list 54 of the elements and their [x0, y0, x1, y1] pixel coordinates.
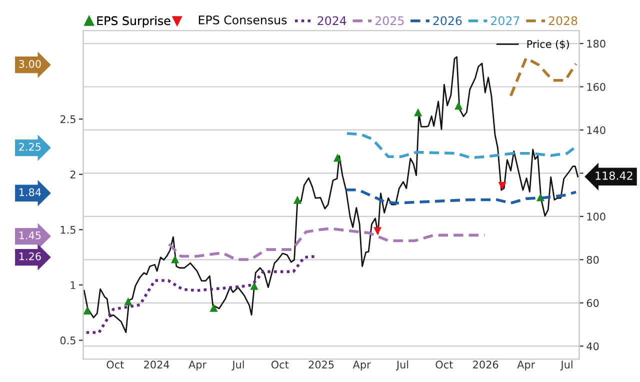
line-series [344, 188, 578, 205]
x-tick-label: Jul [396, 360, 408, 370]
line-series [346, 132, 578, 160]
legend-label: 2026 [433, 16, 462, 26]
y3-tick-label: 1.84 [19, 188, 41, 196]
point [498, 182, 506, 190]
y-tick-label: 0.5 [60, 336, 76, 344]
y-tick-label: 2 [70, 170, 76, 178]
point [293, 196, 302, 204]
y3-tick-label: 2.25 [19, 142, 41, 151]
point [454, 102, 463, 110]
point [374, 227, 382, 236]
point [170, 255, 180, 264]
x-tick-label: Oct [271, 360, 289, 369]
y-tick-label: 1 [70, 281, 76, 289]
point [250, 282, 258, 290]
y3-tick-label: 3.00 [19, 60, 41, 68]
point [210, 304, 218, 312]
y2-tick-label: 60 [586, 299, 599, 307]
legend-label: Price ($) [527, 40, 569, 50]
y3-tick-label: 1.26 [19, 252, 41, 260]
line-series [509, 56, 578, 98]
x-tick-label: 2025 [308, 360, 334, 369]
legend-label: 2027 [491, 16, 520, 26]
x-tick-label: Apr [352, 360, 371, 371]
legend-label: 2028 [548, 16, 578, 26]
x-tick-label: 2026 [473, 360, 498, 369]
legend-label: 2024 [318, 16, 346, 26]
x-tick-label: Oct [436, 360, 453, 369]
point [124, 297, 132, 306]
point [333, 154, 342, 162]
x-tick-label: 2024 [144, 360, 170, 369]
y2-tick-label: 80 [586, 256, 599, 264]
y-tick-label: 2.5 [60, 115, 76, 124]
y2-tick-label: 40 [586, 342, 599, 350]
x-tick-label: Apr [188, 360, 207, 371]
line-series [83, 56, 579, 333]
y-tick-label: 1.5 [60, 226, 76, 234]
x-tick-label: Jul [232, 360, 244, 370]
point [83, 306, 92, 314]
y2-tick-label: 140 [587, 126, 606, 134]
y2-tick-label: 160 [587, 82, 606, 91]
point [414, 108, 422, 116]
y2-tick-label: 180 [587, 40, 606, 48]
legend-label: EPS Surprise [97, 16, 170, 28]
legend-title: EPS Consensus [198, 15, 287, 24]
x-tick-label: Oct [106, 360, 124, 369]
x-tick-label: Apr [517, 360, 536, 371]
line-series [168, 227, 486, 261]
y2-tick-label: 100 [587, 212, 606, 221]
data-label: 118.42 [596, 171, 632, 180]
legend-label: 2025 [375, 16, 404, 26]
y3-tick-label: 1.45 [19, 232, 41, 240]
x-tick-label: Jul [560, 360, 572, 370]
